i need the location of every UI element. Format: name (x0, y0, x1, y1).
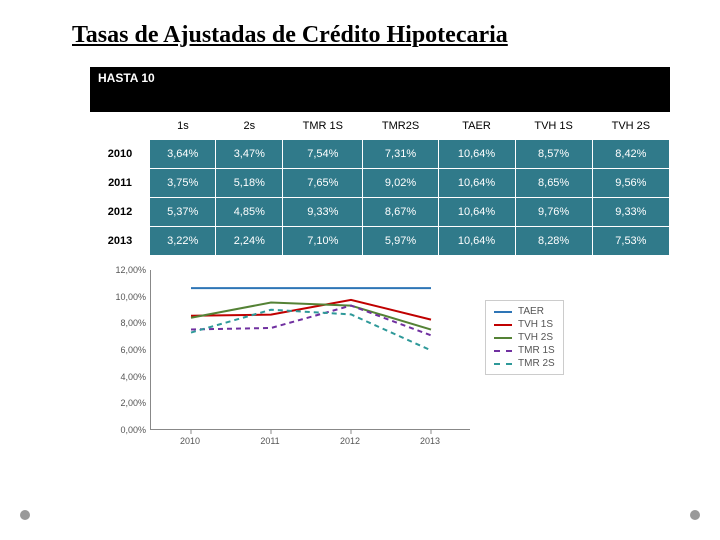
plot-svg (151, 270, 471, 430)
y-tick-label: 12,00% (115, 265, 146, 275)
legend-item: TVH 1S (494, 318, 555, 331)
data-cell: 10,64% (438, 227, 515, 256)
table-row: 20103,64%3,47%7,54%7,31%10,64%8,57%8,42% (90, 140, 670, 169)
legend-swatch (494, 324, 512, 326)
y-tick-label: 8,00% (120, 318, 146, 328)
legend-label: TMR 2S (518, 358, 555, 369)
data-cell: 7,10% (283, 227, 363, 256)
data-cell: 5,97% (363, 227, 438, 256)
column-header: 2s (216, 112, 283, 140)
legend-item: TMR 1S (494, 344, 555, 357)
year-cell: 2012 (90, 198, 150, 227)
legend-label: TMR 1S (518, 345, 555, 356)
column-header-row: 1s2sTMR 1STMR2STAERTVH 1STVH 2S (90, 112, 670, 140)
data-cell: 8,65% (515, 169, 592, 198)
year-cell: 2013 (90, 227, 150, 256)
table-header-band: HASTA 10 (90, 67, 670, 112)
x-tick-label: 2010 (180, 436, 200, 446)
data-cell: 9,76% (515, 198, 592, 227)
legend-label: TVH 1S (518, 319, 553, 330)
column-header: TMR2S (363, 112, 438, 140)
chart-legend: TAER TVH 1S TVH 2S TMR 1S TMR 2S (485, 300, 564, 375)
data-cell: 8,57% (515, 140, 592, 169)
data-cell: 10,64% (438, 169, 515, 198)
data-cell: 7,65% (283, 169, 363, 198)
x-axis-labels: 2010 2011 2012 2013 (150, 436, 470, 454)
legend-label: TVH 2S (518, 332, 553, 343)
x-tick-label: 2012 (340, 436, 360, 446)
column-header: TVH 2S (592, 112, 669, 140)
data-cell: 3,75% (150, 169, 216, 198)
column-header: TVH 1S (515, 112, 592, 140)
legend-swatch (494, 311, 512, 313)
data-cell: 3,22% (150, 227, 216, 256)
year-cell: 2010 (90, 140, 150, 169)
data-cell: 3,47% (216, 140, 283, 169)
x-tick-label: 2013 (420, 436, 440, 446)
legend-item: TVH 2S (494, 331, 555, 344)
x-tick-label: 2011 (260, 436, 279, 446)
data-cell: 9,02% (363, 169, 438, 198)
column-header: TMR 1S (283, 112, 363, 140)
data-cell: 2,24% (216, 227, 283, 256)
data-cell: 9,33% (592, 198, 669, 227)
legend-item: TMR 2S (494, 357, 555, 370)
data-cell: 3,64% (150, 140, 216, 169)
legend-item: TAER (494, 305, 555, 318)
y-axis: 0,00%2,00%4,00%6,00%8,00%10,00%12,00% (112, 270, 150, 430)
data-cell: 5,18% (216, 169, 283, 198)
data-table: 1s2sTMR 1STMR2STAERTVH 1STVH 2S 20103,64… (90, 112, 670, 256)
page-title: Tasas de Ajustadas de Crédito Hipotecari… (0, 0, 720, 49)
table-row: 20113,75%5,18%7,65%9,02%10,64%8,65%9,56% (90, 169, 670, 198)
table-row: 20133,22%2,24%7,10%5,97%10,64%8,28%7,53% (90, 227, 670, 256)
data-cell: 10,64% (438, 140, 515, 169)
data-cell: 4,85% (216, 198, 283, 227)
y-tick-label: 6,00% (120, 345, 146, 355)
y-tick-label: 2,00% (120, 398, 146, 408)
year-cell: 2011 (90, 169, 150, 198)
rate-table: HASTA 10 1s2sTMR 1STMR2STAERTVH 1STVH 2S… (90, 67, 670, 256)
data-cell: 7,53% (592, 227, 669, 256)
data-cell: 7,31% (363, 140, 438, 169)
plot-area (150, 270, 470, 430)
data-cell: 5,37% (150, 198, 216, 227)
decorative-dot-bl (20, 510, 30, 520)
legend-swatch (494, 337, 512, 339)
legend-swatch (494, 350, 512, 352)
data-cell: 10,64% (438, 198, 515, 227)
table-row: 20125,37%4,85%9,33%8,67%10,64%9,76%9,33% (90, 198, 670, 227)
column-header: 1s (150, 112, 216, 140)
header-band-label: HASTA 10 (98, 71, 155, 85)
decorative-dot-br (690, 510, 700, 520)
year-header-blank (90, 112, 150, 140)
y-tick-label: 10,00% (115, 292, 146, 302)
data-cell: 9,33% (283, 198, 363, 227)
y-tick-label: 4,00% (120, 372, 146, 382)
data-cell: 8,67% (363, 198, 438, 227)
column-header: TAER (438, 112, 515, 140)
legend-swatch (494, 363, 512, 365)
data-cell: 8,42% (592, 140, 669, 169)
data-cell: 9,56% (592, 169, 669, 198)
data-cell: 8,28% (515, 227, 592, 256)
line-chart: 0,00%2,00%4,00%6,00%8,00%10,00%12,00% 20… (150, 270, 620, 470)
y-tick-label: 0,00% (120, 425, 146, 435)
legend-label: TAER (518, 306, 544, 317)
data-cell: 7,54% (283, 140, 363, 169)
